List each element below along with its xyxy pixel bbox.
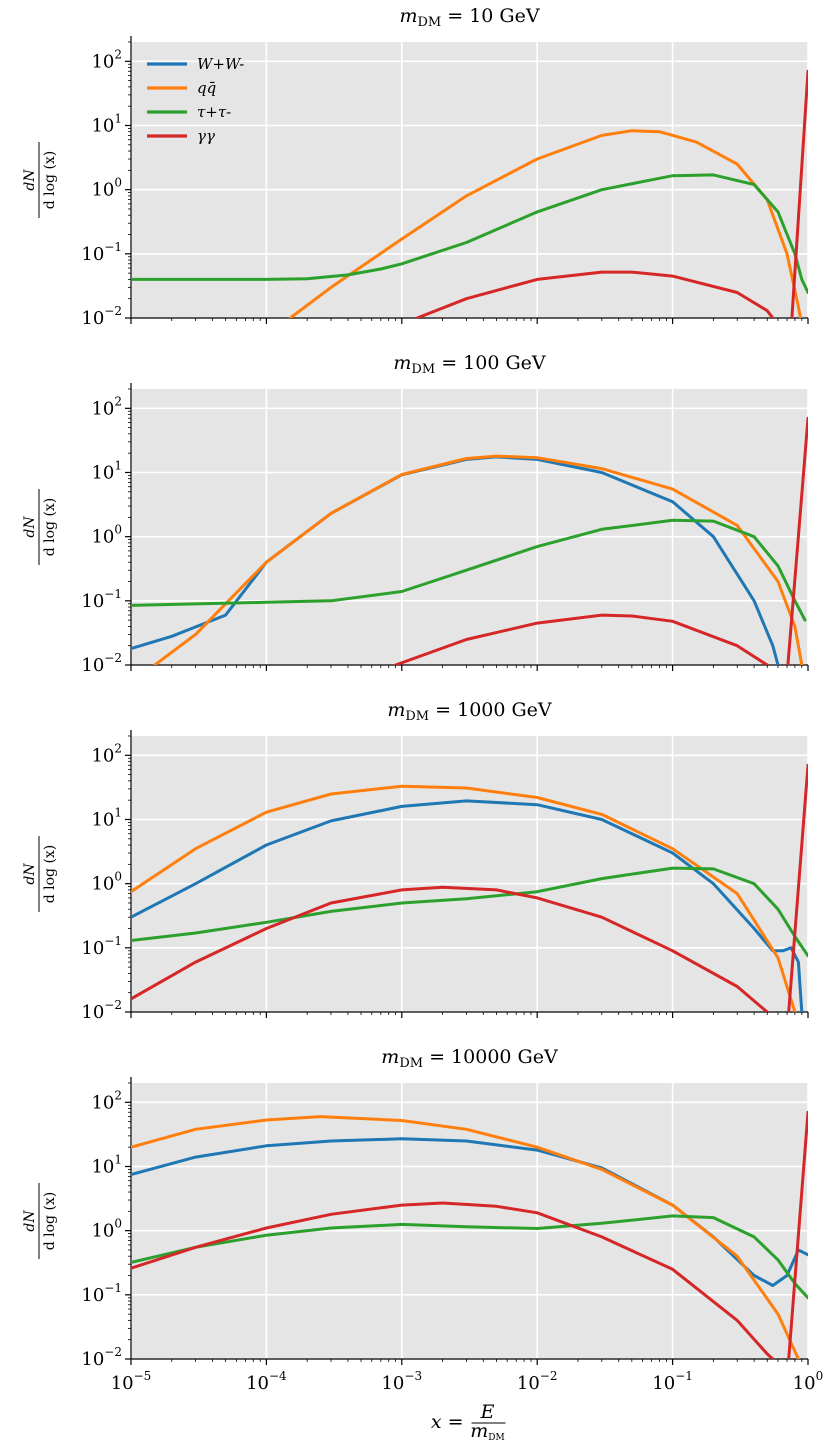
x-tick-label: 10−4 [246,1369,287,1394]
panel-title: mDM = 10000 GeV [381,1046,558,1071]
panel-title: mDM = 100 GeV [393,352,545,377]
y-tick-label: 102 [91,47,122,72]
y-tick-label: 101 [91,1152,122,1177]
y-axis-label: dN d log (x) [22,836,58,912]
panel-1: 10−2 10−1 100 101 102 mDM = 10 GeV dN d log (x) [22,5,809,329]
y-tick-label: 10−1 [81,934,122,959]
y-tick-label: 10−2 [81,998,122,1023]
plot-background [131,42,808,318]
series-line-- [131,885,769,1012]
x-tick-label: 10−3 [381,1369,422,1394]
legend-label: τ+τ- [197,103,231,121]
series-line-segment [790,69,808,318]
panel-title: mDM = 10 GeV [399,5,539,30]
y-tick-label: 101 [91,805,122,830]
series-line-segment [787,763,808,1012]
y-tick-label: 101 [91,458,122,483]
y-tick-label: 101 [91,111,122,136]
series-line-qq- [131,784,797,1012]
y-tick-label: 102 [91,741,122,766]
y-axis-label: dN d log (x) [22,1183,58,1259]
y-tick-label: 100 [91,523,122,548]
y-tick-label: 102 [91,394,122,419]
legend-label: γγ [197,127,215,145]
x-tick-label: 100 [793,1369,824,1394]
series-line-qq- [288,129,802,318]
series-line-- [394,613,769,665]
series-group [131,763,808,1012]
y-tick-label: 100 [91,870,122,895]
legend-label: qq̄ [197,79,216,97]
series-line-- [131,866,808,958]
y-axis-label: dN d log (x) [22,489,58,565]
series-line-- [131,518,807,622]
y-label-numerator: dN [22,863,38,885]
y-label-numerator: dN [22,516,38,538]
y-axis-label: dN d log (x) [22,142,58,218]
panel-3: 10−2 10−1 100 101 102 mDM = 1000 GeV dN d log (… [22,699,809,1023]
y-tick-label: 100 [91,176,122,201]
y-tick-label: 10−1 [81,1281,122,1306]
plot-background [131,736,808,1012]
series-line-qq- [131,1115,800,1359]
y-tick-label: 10−1 [81,587,122,612]
series-line-- [131,173,808,294]
series-line-segment [786,416,808,665]
y-tick-label: 100 [91,1217,122,1242]
y-label-numerator: dN [22,1210,38,1232]
x-label-lhs: x = [431,1411,464,1433]
x-label-denominator: mDM [470,1420,504,1443]
panel-2: 10−2 10−1 100 101 102 mDM = 100 GeV dN d log (x… [22,352,809,676]
y-label-denominator: d log (x) [42,845,58,904]
legend: W+W-qq̄ τ+τ-γγ [147,55,244,145]
x-label-numerator: E [480,1401,495,1423]
legend-label: W+W- [197,55,244,73]
y-tick-label: 10−2 [81,651,122,676]
y-label-denominator: d log (x) [42,151,58,210]
y-tick-label: 10−2 [81,304,122,329]
series-line-qq- [153,454,804,665]
series-line-- [415,270,775,318]
series-line-segment [787,1110,808,1359]
y-label-numerator: dN [22,169,38,191]
y-tick-label: 10−1 [81,240,122,265]
y-tick-label: 102 [91,1088,122,1113]
panel-4: 10−2 10−1 100 101 102 mDM = 10000 GeV dN d log … [22,1046,809,1370]
plot-background [131,389,808,665]
series-group [131,69,808,318]
y-label-denominator: d log (x) [42,498,58,557]
x-tick-label: 10−1 [652,1369,693,1394]
x-tick-label: 10−5 [111,1369,152,1394]
series-line-w-w- [131,799,804,1012]
y-tick-label: 10−2 [81,1345,122,1370]
series-line-- [131,1201,775,1359]
panel-title: mDM = 1000 GeV [387,699,552,724]
series-group [131,1110,808,1359]
x-tick-label: 10−2 [517,1369,558,1394]
series-group [131,416,808,665]
y-label-denominator: d log (x) [42,1192,58,1251]
